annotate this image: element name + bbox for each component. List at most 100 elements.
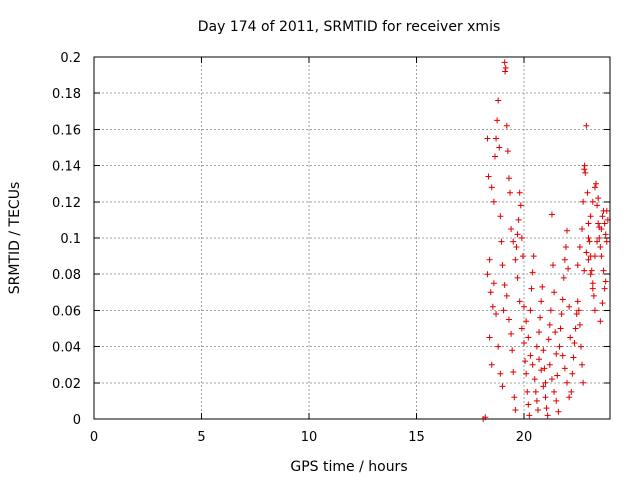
x-tick-labels: 0 5 10 15 20: [90, 430, 532, 445]
data-point: [546, 361, 553, 368]
data-point: [584, 189, 591, 196]
data-point: [597, 318, 604, 325]
data-point: [587, 271, 594, 278]
data-point: [516, 189, 523, 196]
data-point: [591, 253, 598, 260]
data-point: [603, 207, 610, 214]
data-point: [486, 334, 493, 341]
data-point: [599, 213, 606, 220]
data-point: [484, 271, 491, 278]
data-point: [583, 122, 590, 129]
data-point: [577, 343, 584, 350]
data-point: [488, 184, 495, 191]
data-point: [511, 394, 518, 401]
y-tick-label: 0: [73, 413, 81, 428]
data-point: [565, 265, 572, 272]
data-point: [521, 303, 527, 310]
data-point: [598, 253, 605, 260]
data-point: [523, 318, 530, 325]
data-point: [581, 162, 588, 169]
data-point: [525, 401, 532, 408]
data-point: [548, 211, 555, 218]
y-tick-label: 0.18: [52, 87, 81, 102]
data-point: [589, 285, 596, 292]
data-point: [525, 334, 532, 341]
data-point: [567, 334, 574, 341]
data-point: [485, 173, 492, 180]
data-point: [523, 370, 530, 377]
data-point: [564, 379, 570, 386]
data-point: [580, 379, 587, 386]
data-point: [518, 235, 525, 241]
data-point: [542, 394, 549, 401]
data-point: [559, 352, 566, 359]
data-point: [490, 280, 497, 287]
data-point: [496, 144, 503, 151]
data-point: [582, 169, 589, 176]
data-points: [480, 59, 611, 422]
data-point: [575, 307, 582, 314]
data-point: [501, 59, 508, 66]
data-point: [603, 238, 610, 245]
data-point: [489, 303, 496, 310]
data-point: [518, 325, 525, 332]
data-point: [517, 202, 524, 209]
data-point: [495, 343, 502, 350]
data-point: [490, 198, 497, 205]
data-point: [508, 330, 515, 337]
data-point: [534, 406, 541, 413]
data-point: [529, 361, 536, 368]
data-point: [486, 256, 493, 263]
data-point: [556, 343, 563, 350]
data-point: [551, 388, 558, 395]
data-point: [571, 339, 578, 346]
data-point: [538, 367, 545, 374]
data-point: [512, 256, 519, 263]
data-point: [579, 361, 586, 368]
data-point: [573, 311, 580, 318]
data-point: [488, 361, 495, 368]
data-point: [509, 347, 516, 354]
data-point: [502, 68, 509, 75]
data-point: [522, 358, 529, 365]
data-point: [505, 316, 512, 323]
data-point: [499, 383, 506, 390]
data-point: [514, 274, 521, 281]
data-point: [601, 285, 608, 292]
data-point: [574, 262, 581, 269]
data-point: [532, 388, 539, 395]
data-point: [587, 213, 594, 220]
data-point: [512, 406, 519, 413]
data-point: [562, 244, 569, 251]
data-point: [602, 231, 609, 238]
data-point: [513, 244, 520, 251]
y-tick-label: 0.08: [52, 268, 81, 283]
data-point: [502, 64, 509, 71]
data-point: [491, 153, 498, 160]
data-point: [521, 339, 527, 346]
plot-frame: [93, 56, 611, 420]
data-point: [596, 224, 603, 231]
data-point: [566, 394, 573, 401]
data-point: [585, 220, 592, 227]
y-tick-label: 0.2: [60, 51, 81, 66]
x-tick-label: 0: [90, 430, 98, 445]
data-point: [570, 354, 577, 361]
data-point: [601, 220, 608, 227]
data-point: [519, 253, 526, 260]
data-point: [541, 365, 548, 372]
x-axis-label: GPS time / hours: [290, 459, 407, 475]
data-point: [568, 388, 575, 395]
data-point: [574, 298, 581, 305]
data-point: [539, 283, 546, 290]
data-point: [595, 220, 602, 227]
y-tick-label: 0.12: [52, 196, 81, 211]
data-point: [585, 256, 592, 263]
data-point: [493, 311, 500, 318]
data-point: [484, 135, 491, 142]
data-point: [576, 244, 583, 251]
data-point: [500, 307, 507, 314]
data-point: [498, 238, 505, 245]
data-point: [547, 307, 554, 314]
